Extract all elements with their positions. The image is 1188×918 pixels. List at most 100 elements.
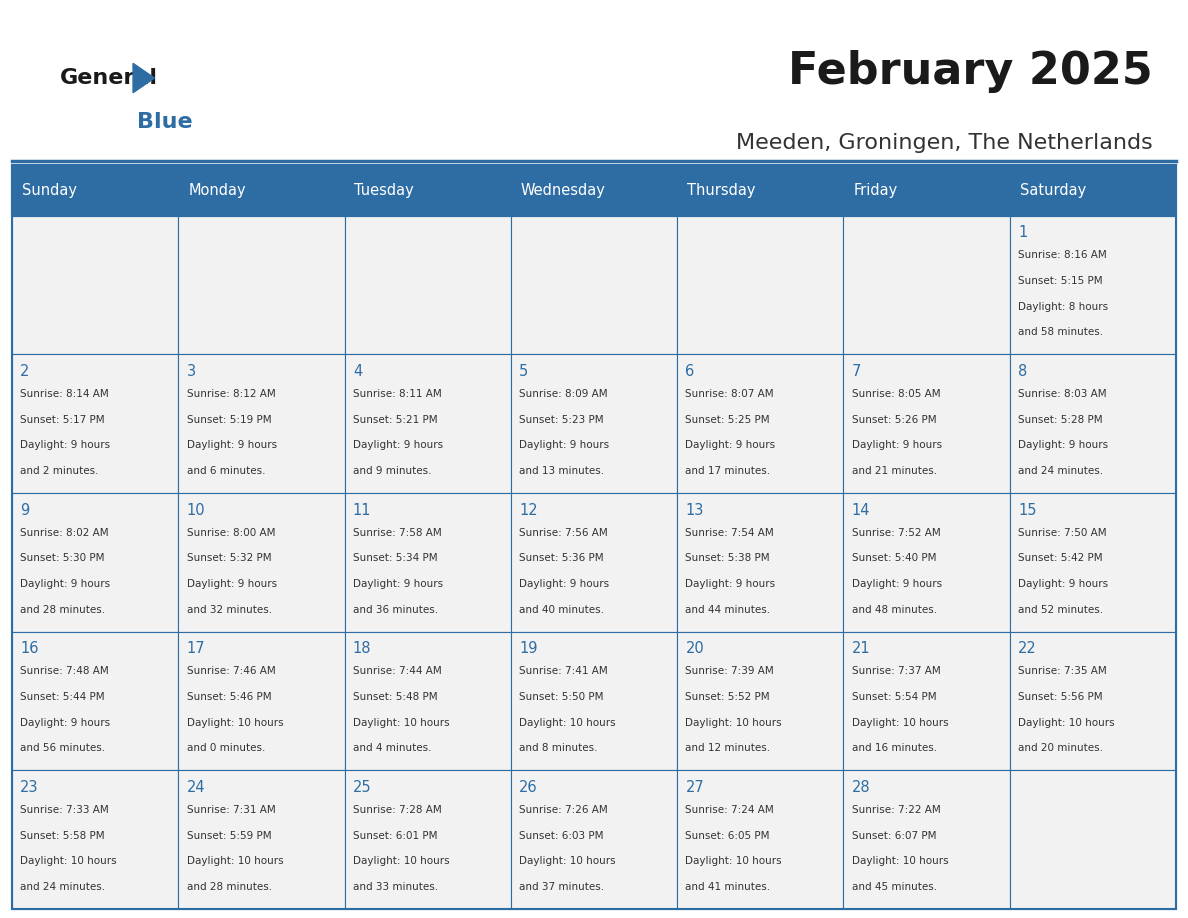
Text: Daylight: 10 hours: Daylight: 10 hours bbox=[685, 856, 782, 867]
Text: 1: 1 bbox=[1018, 226, 1028, 241]
Text: Sunset: 5:50 PM: Sunset: 5:50 PM bbox=[519, 692, 604, 702]
Text: and 45 minutes.: and 45 minutes. bbox=[852, 882, 937, 891]
Text: and 28 minutes.: and 28 minutes. bbox=[20, 605, 106, 614]
FancyBboxPatch shape bbox=[178, 770, 345, 909]
Text: Sunrise: 7:48 AM: Sunrise: 7:48 AM bbox=[20, 666, 109, 677]
Text: 22: 22 bbox=[1018, 642, 1037, 656]
Text: 13: 13 bbox=[685, 503, 703, 518]
FancyBboxPatch shape bbox=[345, 354, 511, 493]
Text: Daylight: 9 hours: Daylight: 9 hours bbox=[353, 441, 443, 451]
Text: Sunset: 5:25 PM: Sunset: 5:25 PM bbox=[685, 415, 770, 425]
Text: Daylight: 9 hours: Daylight: 9 hours bbox=[20, 441, 110, 451]
Text: Sunrise: 7:41 AM: Sunrise: 7:41 AM bbox=[519, 666, 608, 677]
Text: Daylight: 9 hours: Daylight: 9 hours bbox=[685, 579, 776, 589]
Text: 18: 18 bbox=[353, 642, 372, 656]
Text: Daylight: 10 hours: Daylight: 10 hours bbox=[187, 718, 283, 728]
Text: Daylight: 8 hours: Daylight: 8 hours bbox=[1018, 302, 1108, 312]
Text: 16: 16 bbox=[20, 642, 39, 656]
FancyBboxPatch shape bbox=[12, 493, 178, 632]
Text: and 40 minutes.: and 40 minutes. bbox=[519, 605, 605, 614]
Text: Sunrise: 7:26 AM: Sunrise: 7:26 AM bbox=[519, 805, 608, 815]
Text: Sunrise: 7:50 AM: Sunrise: 7:50 AM bbox=[1018, 528, 1107, 538]
Text: Sunset: 5:34 PM: Sunset: 5:34 PM bbox=[353, 554, 437, 564]
Text: 5: 5 bbox=[519, 364, 529, 379]
FancyBboxPatch shape bbox=[1010, 354, 1176, 493]
Text: and 24 minutes.: and 24 minutes. bbox=[20, 882, 106, 891]
Text: 3: 3 bbox=[187, 364, 196, 379]
Polygon shape bbox=[133, 63, 154, 93]
Text: Meeden, Groningen, The Netherlands: Meeden, Groningen, The Netherlands bbox=[735, 133, 1152, 153]
Text: 14: 14 bbox=[852, 503, 871, 518]
Text: Sunset: 5:52 PM: Sunset: 5:52 PM bbox=[685, 692, 770, 702]
Text: Sunset: 5:19 PM: Sunset: 5:19 PM bbox=[187, 415, 271, 425]
Text: Sunrise: 7:37 AM: Sunrise: 7:37 AM bbox=[852, 666, 941, 677]
Text: Friday: Friday bbox=[853, 183, 898, 198]
FancyBboxPatch shape bbox=[511, 770, 677, 909]
Text: Sunday: Sunday bbox=[21, 183, 77, 198]
Text: and 52 minutes.: and 52 minutes. bbox=[1018, 605, 1104, 614]
Text: Blue: Blue bbox=[137, 112, 192, 132]
Text: Sunrise: 8:03 AM: Sunrise: 8:03 AM bbox=[1018, 389, 1107, 399]
Text: and 32 minutes.: and 32 minutes. bbox=[187, 605, 272, 614]
Text: Daylight: 10 hours: Daylight: 10 hours bbox=[519, 856, 615, 867]
FancyBboxPatch shape bbox=[677, 493, 843, 632]
FancyBboxPatch shape bbox=[178, 354, 345, 493]
Text: Daylight: 10 hours: Daylight: 10 hours bbox=[519, 718, 615, 728]
Text: and 58 minutes.: and 58 minutes. bbox=[1018, 328, 1104, 337]
Text: Sunrise: 7:54 AM: Sunrise: 7:54 AM bbox=[685, 528, 775, 538]
Text: Sunset: 5:56 PM: Sunset: 5:56 PM bbox=[1018, 692, 1102, 702]
Text: Sunset: 5:54 PM: Sunset: 5:54 PM bbox=[852, 692, 936, 702]
Text: 4: 4 bbox=[353, 364, 362, 379]
Text: Daylight: 10 hours: Daylight: 10 hours bbox=[353, 856, 449, 867]
Text: Daylight: 9 hours: Daylight: 9 hours bbox=[353, 579, 443, 589]
Text: Sunrise: 8:05 AM: Sunrise: 8:05 AM bbox=[852, 389, 941, 399]
Text: Daylight: 10 hours: Daylight: 10 hours bbox=[20, 856, 116, 867]
Text: and 20 minutes.: and 20 minutes. bbox=[1018, 744, 1104, 753]
Text: Daylight: 10 hours: Daylight: 10 hours bbox=[852, 718, 948, 728]
Text: 15: 15 bbox=[1018, 503, 1037, 518]
Text: 8: 8 bbox=[1018, 364, 1028, 379]
Text: and 41 minutes.: and 41 minutes. bbox=[685, 882, 771, 891]
Text: and 48 minutes.: and 48 minutes. bbox=[852, 605, 937, 614]
FancyBboxPatch shape bbox=[677, 354, 843, 493]
Text: Sunset: 5:26 PM: Sunset: 5:26 PM bbox=[852, 415, 936, 425]
Text: and 8 minutes.: and 8 minutes. bbox=[519, 744, 598, 753]
Text: Sunrise: 8:00 AM: Sunrise: 8:00 AM bbox=[187, 528, 274, 538]
FancyBboxPatch shape bbox=[12, 632, 178, 770]
Text: Sunset: 5:38 PM: Sunset: 5:38 PM bbox=[685, 554, 770, 564]
Text: Sunrise: 7:52 AM: Sunrise: 7:52 AM bbox=[852, 528, 941, 538]
Text: Sunrise: 7:28 AM: Sunrise: 7:28 AM bbox=[353, 805, 442, 815]
Text: 7: 7 bbox=[852, 364, 861, 379]
Text: 9: 9 bbox=[20, 503, 30, 518]
FancyBboxPatch shape bbox=[345, 493, 511, 632]
Text: and 33 minutes.: and 33 minutes. bbox=[353, 882, 438, 891]
Text: and 36 minutes.: and 36 minutes. bbox=[353, 605, 438, 614]
Text: Daylight: 10 hours: Daylight: 10 hours bbox=[187, 856, 283, 867]
Text: Daylight: 9 hours: Daylight: 9 hours bbox=[685, 441, 776, 451]
Text: 17: 17 bbox=[187, 642, 206, 656]
Text: and 24 minutes.: and 24 minutes. bbox=[1018, 466, 1104, 476]
FancyBboxPatch shape bbox=[677, 770, 843, 909]
FancyBboxPatch shape bbox=[843, 770, 1010, 909]
Text: 27: 27 bbox=[685, 780, 704, 795]
Text: Daylight: 9 hours: Daylight: 9 hours bbox=[20, 579, 110, 589]
Text: Sunset: 5:32 PM: Sunset: 5:32 PM bbox=[187, 554, 271, 564]
Text: 10: 10 bbox=[187, 503, 206, 518]
Text: Daylight: 9 hours: Daylight: 9 hours bbox=[20, 718, 110, 728]
Text: Sunrise: 8:16 AM: Sunrise: 8:16 AM bbox=[1018, 251, 1107, 261]
Text: Sunrise: 7:31 AM: Sunrise: 7:31 AM bbox=[187, 805, 276, 815]
Text: Saturday: Saturday bbox=[1019, 183, 1086, 198]
Text: General: General bbox=[59, 68, 157, 88]
Text: and 37 minutes.: and 37 minutes. bbox=[519, 882, 605, 891]
Text: Daylight: 9 hours: Daylight: 9 hours bbox=[187, 579, 277, 589]
Text: Sunset: 6:01 PM: Sunset: 6:01 PM bbox=[353, 831, 437, 841]
Text: Wednesday: Wednesday bbox=[520, 183, 606, 198]
Text: Sunset: 5:59 PM: Sunset: 5:59 PM bbox=[187, 831, 271, 841]
Text: Sunrise: 8:12 AM: Sunrise: 8:12 AM bbox=[187, 389, 276, 399]
Text: Sunset: 5:36 PM: Sunset: 5:36 PM bbox=[519, 554, 604, 564]
Text: and 4 minutes.: and 4 minutes. bbox=[353, 744, 431, 753]
Text: Sunset: 5:46 PM: Sunset: 5:46 PM bbox=[187, 692, 271, 702]
Text: 24: 24 bbox=[187, 780, 206, 795]
Text: Sunset: 6:03 PM: Sunset: 6:03 PM bbox=[519, 831, 604, 841]
Text: 6: 6 bbox=[685, 364, 695, 379]
